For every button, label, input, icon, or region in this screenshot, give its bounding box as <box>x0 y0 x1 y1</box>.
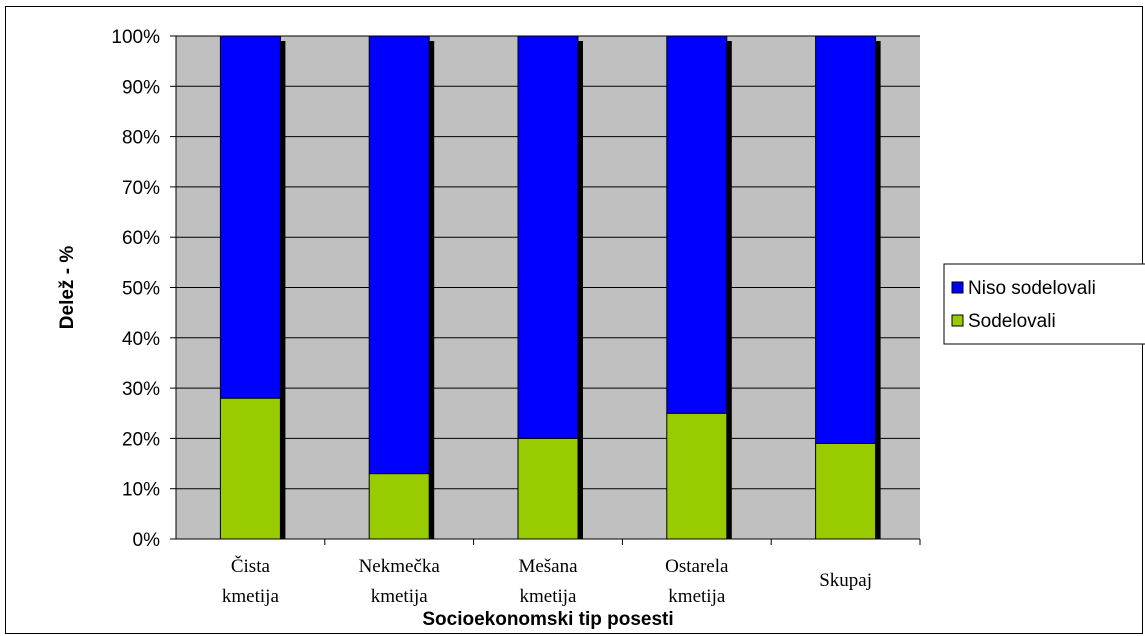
x-category-label: kmetija <box>371 586 429 607</box>
y-tick-label: 60% <box>122 228 160 249</box>
x-category-label: kmetija <box>222 586 280 607</box>
y-tick-label: 10% <box>122 480 160 501</box>
y-tick-label: 20% <box>122 429 160 450</box>
legend-label: Niso sodelovali <box>968 278 1096 299</box>
y-tick-label: 100% <box>111 27 160 48</box>
legend-label: Sodelovali <box>968 311 1056 332</box>
bar-sodelovali <box>517 437 579 540</box>
bar-niso-sodelovali <box>368 35 430 475</box>
y-tick-label: 80% <box>122 128 160 149</box>
y-tick-label: 50% <box>122 279 160 300</box>
y-tick-label: 0% <box>133 530 161 551</box>
bar-niso-sodelovali <box>517 35 579 439</box>
bar-sodelovali <box>368 473 430 540</box>
y-tick-label: 30% <box>122 379 160 400</box>
y-tick-label: 90% <box>122 77 160 98</box>
bar-niso-sodelovali <box>815 35 877 444</box>
x-category-label: Ostarela <box>665 556 729 577</box>
y-tick-label: 70% <box>122 178 160 199</box>
bar-sodelovali <box>666 412 728 540</box>
legend-swatch <box>951 281 964 294</box>
bar-sodelovali <box>815 442 877 540</box>
x-category-label: Skupaj <box>819 570 872 591</box>
y-tick-label: 40% <box>122 329 160 350</box>
legend-swatch <box>951 314 964 327</box>
y-axis-title: Delež - % <box>57 246 78 330</box>
x-category-label: Nekmečka <box>359 556 441 577</box>
x-axis-title: Socioekonomski tip posesti <box>422 609 673 630</box>
bar-niso-sodelovali <box>666 35 728 414</box>
x-category-label: Mešana <box>518 556 578 577</box>
legend-box <box>943 263 1145 345</box>
x-category-label: Čista <box>231 555 271 577</box>
bar-niso-sodelovali <box>219 35 281 399</box>
x-category-label: kmetija <box>520 586 578 607</box>
x-category-label: kmetija <box>668 586 726 607</box>
bar-sodelovali <box>219 397 281 540</box>
